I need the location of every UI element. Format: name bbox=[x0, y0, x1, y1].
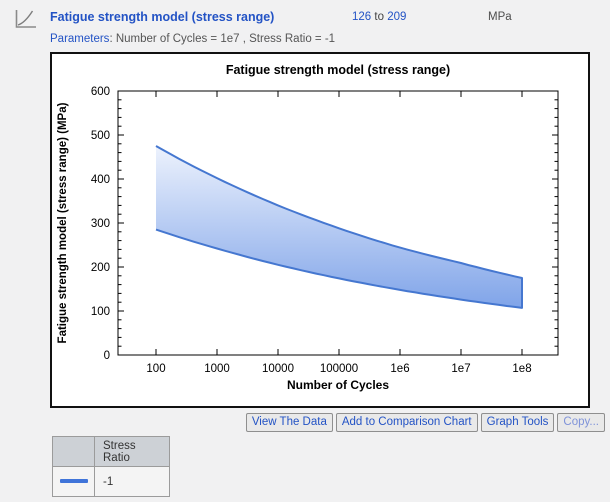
series-line-swatch bbox=[59, 479, 88, 484]
legend-row-label: -1 bbox=[94, 466, 170, 497]
svg-text:1e6: 1e6 bbox=[390, 363, 409, 375]
parameters-text: : Number of Cycles = 1e7 , Stress Ratio … bbox=[109, 33, 336, 45]
chart-toolbar: View The Data Add to Comparison Chart Gr… bbox=[245, 413, 605, 432]
svg-text:0: 0 bbox=[104, 350, 110, 362]
chart-panel: 100 1000 10000 100000 1e6 1e7 1e8 0 100 200 300 400… bbox=[50, 52, 590, 408]
parameters-line: Parameters: Number of Cycles = 1e7 , Str… bbox=[50, 33, 335, 45]
svg-text:1e8: 1e8 bbox=[512, 363, 531, 375]
svg-text:100000: 100000 bbox=[320, 363, 358, 375]
svg-text:10000: 10000 bbox=[262, 363, 294, 375]
legend-table: Stress Ratio -1 bbox=[52, 436, 170, 497]
unit-label: MPa bbox=[488, 11, 512, 23]
graph-tools-button[interactable]: Graph Tools bbox=[480, 413, 555, 432]
range-word: to bbox=[374, 11, 384, 23]
svg-text:400: 400 bbox=[91, 174, 110, 186]
view-the-data-button[interactable]: View The Data bbox=[245, 413, 333, 432]
svg-text:Number of Cycles: Number of Cycles bbox=[287, 378, 389, 392]
svg-text:Fatigue strength model (stress: Fatigue strength model (stress range) bbox=[226, 63, 450, 77]
svg-text:100: 100 bbox=[91, 306, 110, 318]
svg-text:500: 500 bbox=[91, 130, 110, 142]
svg-text:200: 200 bbox=[91, 262, 110, 274]
attribute-title-link[interactable]: Fatigue strength model (stress range) bbox=[50, 10, 275, 24]
parameters-label[interactable]: Parameters bbox=[50, 33, 110, 45]
legend-row: -1 bbox=[52, 466, 170, 497]
svg-text:300: 300 bbox=[91, 218, 110, 230]
svg-text:Fatigue strength model (stress: Fatigue strength model (stress range) (M… bbox=[57, 102, 69, 343]
range-value: 126 to 209 bbox=[352, 11, 406, 23]
legend-column-header: Stress Ratio bbox=[94, 436, 170, 467]
range-from-value[interactable]: 126 bbox=[352, 11, 372, 23]
svg-text:1000: 1000 bbox=[204, 363, 230, 375]
legend-swatch-header bbox=[52, 436, 95, 467]
svg-text:600: 600 bbox=[91, 86, 110, 98]
legend-swatch-cell bbox=[52, 466, 95, 497]
legend-header-row: Stress Ratio bbox=[52, 436, 170, 467]
svg-text:1e7: 1e7 bbox=[451, 363, 470, 375]
chart-icon bbox=[15, 10, 36, 28]
svg-text:100: 100 bbox=[146, 363, 165, 375]
copy-button[interactable]: Copy... bbox=[557, 413, 605, 432]
range-to-value[interactable]: 209 bbox=[387, 11, 407, 23]
fatigue-strength-chart: 100 1000 10000 100000 1e6 1e7 1e8 0 100 200 300 400… bbox=[57, 63, 559, 392]
add-to-comparison-chart-button[interactable]: Add to Comparison Chart bbox=[335, 413, 478, 432]
